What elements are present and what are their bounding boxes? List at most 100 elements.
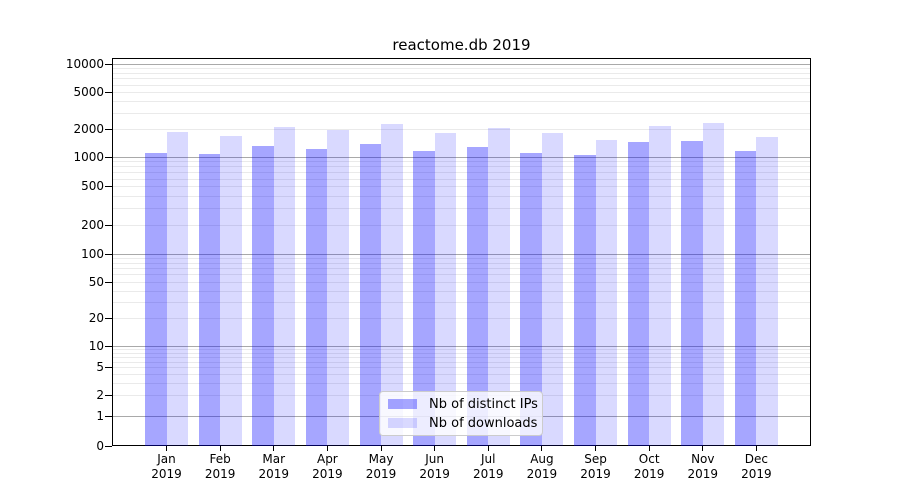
bar-nb-of-downloads-oct (649, 126, 671, 446)
y-tick-label-100: 100 (81, 247, 104, 261)
y-tick-mark-2000 (105, 129, 112, 130)
gridline-5 (113, 367, 810, 368)
y-tick-label-1000: 1000 (73, 150, 104, 164)
y-tick-mark-2 (105, 395, 112, 396)
gridline-900 (113, 161, 810, 162)
y-tick-mark-1000 (105, 157, 112, 158)
y-tick-mark-50 (105, 282, 112, 283)
y-tick-label-2000: 2000 (73, 122, 104, 136)
gridline-70 (113, 268, 810, 269)
x-tick-label-mar: Mar 2019 (258, 452, 290, 481)
gridline-300 (113, 208, 810, 209)
gridline-1000 (113, 157, 810, 158)
legend-label-downloads: Nb of downloads (429, 415, 538, 431)
legend-swatch-distinct-ips (388, 399, 417, 409)
y-tick-label-50: 50 (88, 275, 104, 289)
y-tick-mark-5000 (105, 92, 112, 93)
x-tick-label-jul: Jul 2019 (472, 452, 504, 481)
y-tick-mark-0 (105, 446, 112, 447)
y-tick-label-1: 1 (96, 409, 104, 423)
x-tick-label-dec: Dec 2019 (741, 452, 772, 481)
y-tick-mark-200 (105, 225, 112, 226)
bar-nb-of-distinct-ips-oct (627, 142, 650, 446)
gridline-4 (113, 374, 810, 375)
x-tick-label-apr: Apr 2019 (312, 452, 343, 481)
x-tick-label-feb: Feb 2019 (204, 452, 236, 481)
bar-nb-of-distinct-ips-mar (252, 146, 274, 446)
bar-nb-of-distinct-ips-jul (466, 146, 489, 446)
bar-nb-of-distinct-ips-apr (305, 149, 328, 446)
y-tick-mark-100 (105, 254, 112, 255)
x-tick-mark-nov (702, 446, 704, 451)
bar-nb-of-downloads-apr (327, 129, 349, 446)
bar-nb-of-downloads-may (381, 124, 403, 446)
bar-nb-of-distinct-ips-dec (734, 150, 757, 446)
bar-nb-of-distinct-ips-jan (145, 153, 167, 446)
gridline-7000 (113, 78, 810, 79)
x-tick-mark-aug (541, 446, 543, 451)
bar-nb-of-downloads-feb (220, 135, 242, 446)
legend-entry-downloads: Nb of downloads (388, 415, 538, 431)
bar-nb-of-distinct-ips-aug (520, 152, 542, 446)
bar-nb-of-distinct-ips-sep (574, 155, 596, 446)
x-tick-mark-feb (219, 446, 221, 451)
y-tick-mark-10 (105, 346, 112, 347)
gridline-4000 (113, 101, 810, 102)
gridline-600 (113, 179, 810, 180)
x-tick-mark-oct (648, 446, 650, 451)
x-tick-label-jun: Jun 2019 (419, 452, 450, 481)
bar-nb-of-downloads-jun (434, 133, 457, 446)
gridline-8000 (113, 73, 810, 74)
gridline-200 (113, 225, 810, 226)
bar-nb-of-downloads-dec (756, 136, 778, 446)
plot-area: Nb of distinct IPs Nb of downloads (112, 58, 811, 446)
gridline-3000 (113, 113, 810, 114)
x-tick-mark-apr (326, 446, 328, 451)
gridline-80 (113, 263, 810, 264)
x-tick-mark-mar (273, 446, 275, 451)
bar-nb-of-downloads-sep (595, 140, 618, 446)
gridline-90 (113, 258, 810, 259)
y-tick-label-5000: 5000 (73, 85, 104, 99)
legend-swatch-downloads (388, 418, 417, 428)
gridline-100 (113, 254, 810, 255)
y-tick-label-200: 200 (81, 218, 104, 232)
bar-nb-of-distinct-ips-jun (413, 151, 435, 446)
y-tick-label-10: 10 (88, 339, 104, 353)
gridline-60 (113, 274, 810, 275)
gridline-500 (113, 186, 810, 187)
gridline-400 (113, 196, 810, 197)
x-tick-mark-jul (487, 446, 489, 451)
bar-nb-of-distinct-ips-nov (681, 140, 703, 446)
bar-nb-of-downloads-nov (702, 122, 725, 446)
y-tick-mark-500 (105, 186, 112, 187)
legend: Nb of distinct IPs Nb of downloads (379, 391, 543, 436)
y-tick-mark-1 (105, 416, 112, 417)
y-tick-label-5: 5 (96, 360, 104, 374)
gridline-10 (113, 346, 810, 347)
x-tick-label-sep: Sep 2019 (580, 452, 611, 481)
gridline-40 (113, 291, 810, 292)
y-tick-label-0: 0 (96, 439, 104, 453)
y-tick-mark-20 (105, 318, 112, 319)
y-tick-label-20: 20 (88, 311, 104, 325)
gridline-20 (113, 318, 810, 319)
bar-nb-of-downloads-jan (166, 132, 188, 446)
x-tick-mark-jun (434, 446, 436, 451)
gridline-7 (113, 357, 810, 358)
gridline-9000 (113, 68, 810, 69)
gridline-6 (113, 362, 810, 363)
y-tick-mark-5 (105, 367, 112, 368)
x-tick-label-jan: Jan 2019 (151, 452, 182, 481)
gridline-2000 (113, 129, 810, 130)
y-tick-mark-10000 (105, 64, 112, 65)
gridline-8 (113, 353, 810, 354)
bar-nb-of-downloads-jul (488, 127, 510, 446)
legend-entry-distinct-ips: Nb of distinct IPs (388, 397, 538, 412)
bar-nb-of-downloads-aug (541, 132, 564, 446)
y-tick-label-500: 500 (81, 179, 104, 193)
x-tick-mark-may (380, 446, 382, 451)
gridline-6000 (113, 85, 810, 86)
bar-nb-of-distinct-ips-feb (198, 153, 221, 446)
